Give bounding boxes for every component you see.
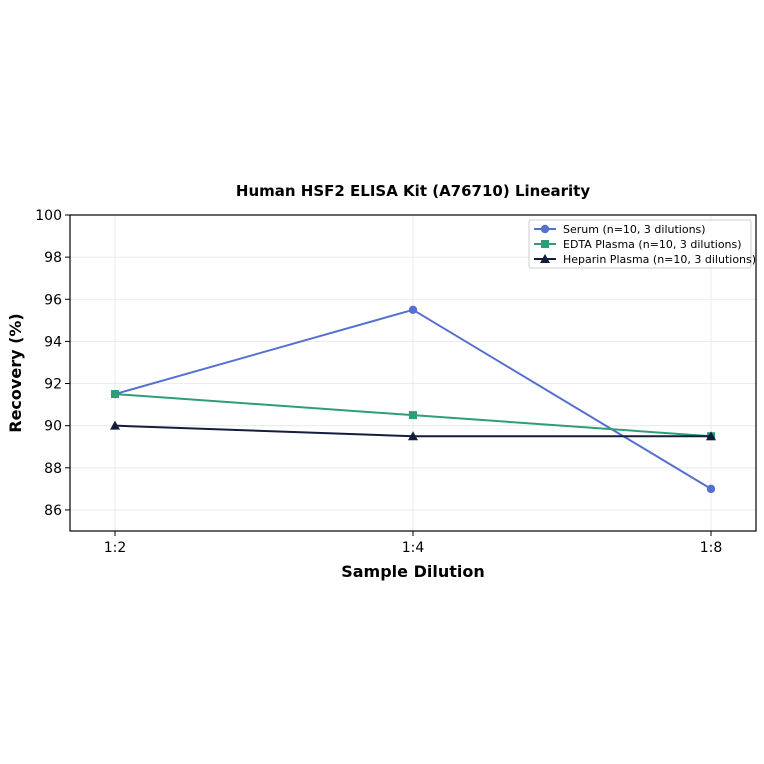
y-tick-label: 90 [44,419,62,435]
y-tick-label: 88 [44,461,62,477]
series-layer [110,305,716,494]
y-tick-label: 96 [44,292,62,308]
data-point [111,390,119,399]
y-tick-label: 98 [44,250,62,266]
legend-marker [540,224,550,234]
x-axis-label: Sample Dilution [341,562,485,581]
y-axis-label: Recovery (%) [6,313,25,432]
legend-label: EDTA Plasma (n=10, 3 dilutions) [563,238,742,251]
data-point [408,305,418,314]
legend-label: Heparin Plasma (n=10, 3 dilutions) [563,253,756,266]
y-tick-label: 86 [44,503,62,519]
data-point [706,484,716,494]
series-2 [110,420,716,441]
data-point [408,431,418,441]
x-tick-label: 1:2 [104,540,127,556]
legend-marker [541,240,549,248]
legend-label: Serum (n=10, 3 dilutions) [563,223,706,236]
data-point [409,411,417,420]
data-point [706,431,716,441]
x-tick-label: 1:4 [402,540,425,556]
y-tick-label: 92 [44,377,62,393]
y-tick-label: 100 [35,208,62,224]
tick-layer: 86 88 90 92 94 96 98 100 1:2 1:4 1:8 [35,208,722,556]
data-point [110,420,120,430]
legend-box [528,219,752,269]
y-tick-label: 94 [44,334,62,350]
legend-marker [540,254,550,263]
chart-title: Human HSF2 ELISA Kit (A76710) Linearity [236,182,590,200]
x-tick-label: 1:8 [700,540,723,556]
legend: Serum (n=10, 3 dilutions) EDTA Plasma (n=… [528,219,756,269]
